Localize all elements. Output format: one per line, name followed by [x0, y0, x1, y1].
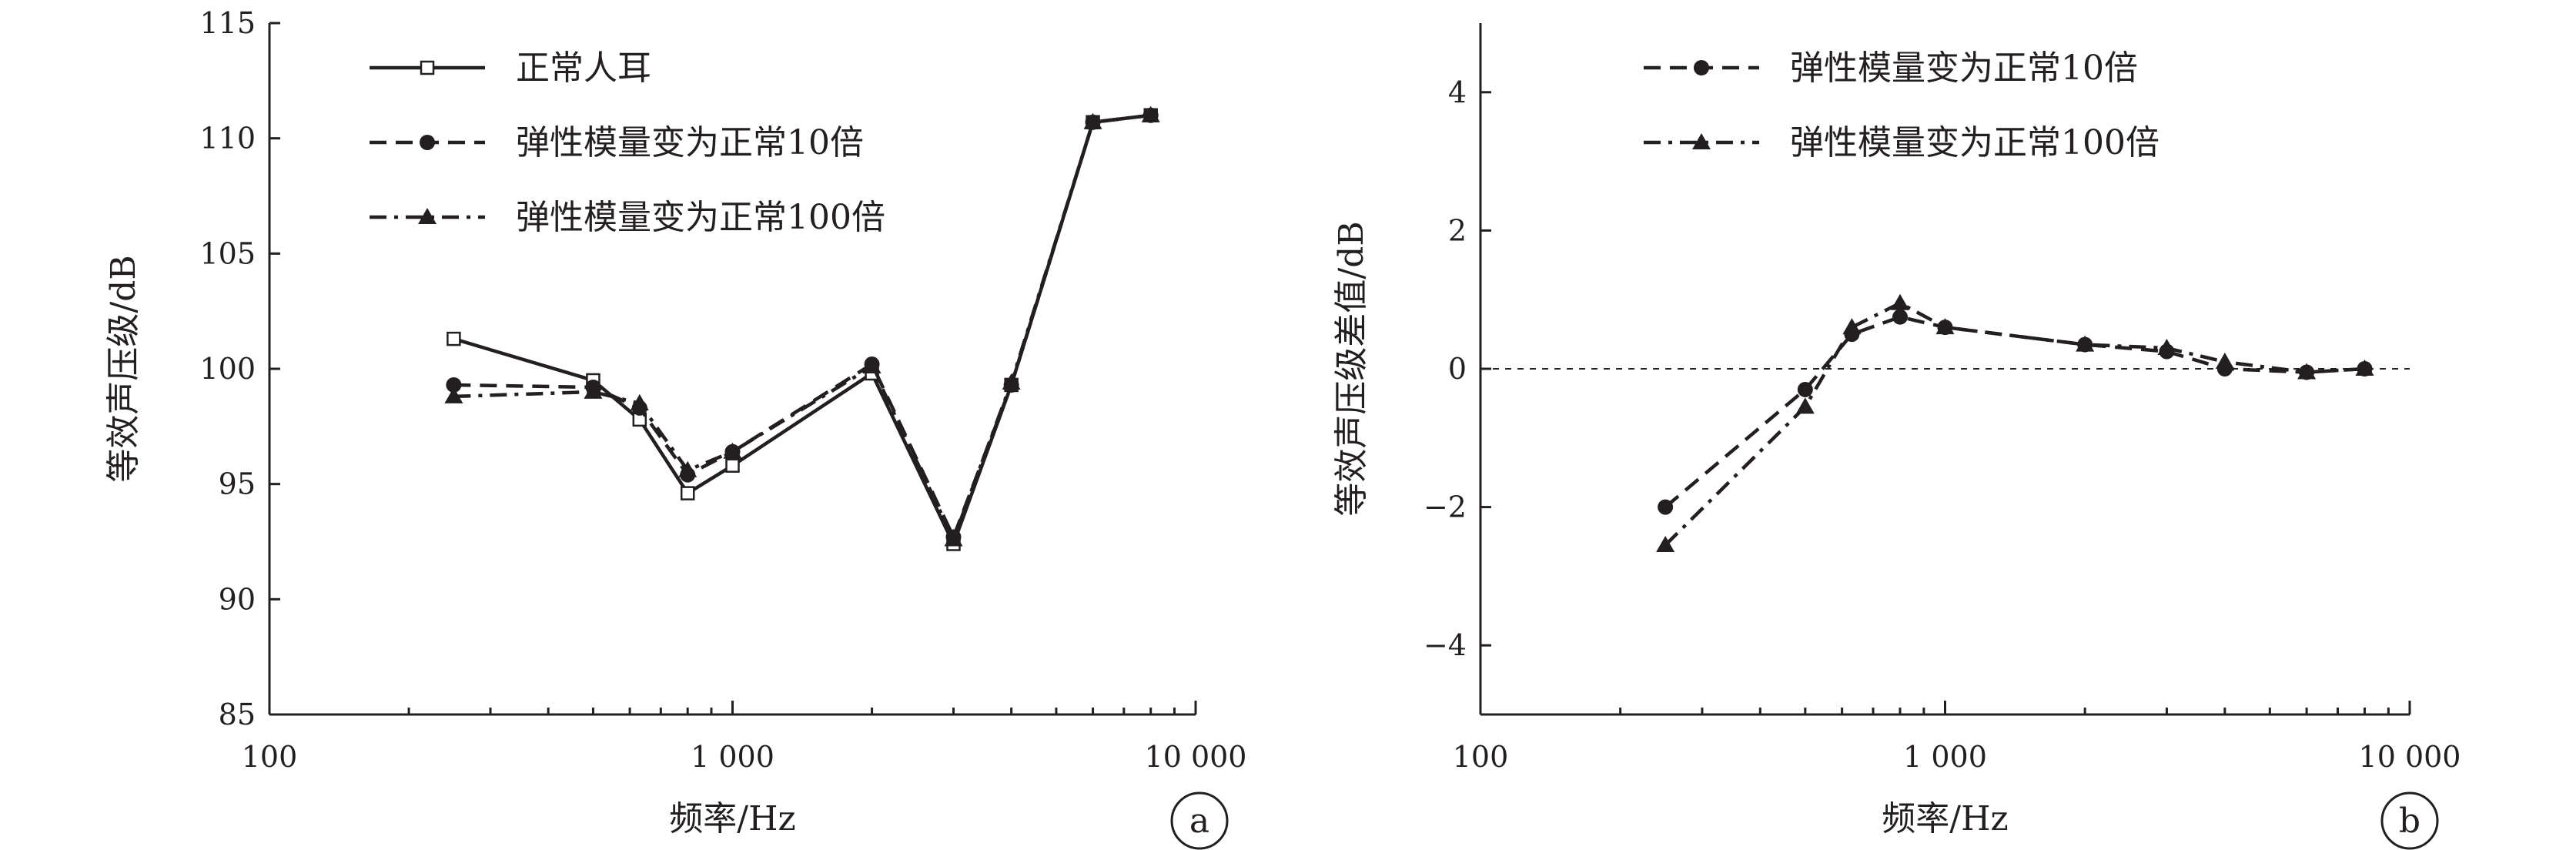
y-tick-label: 85 [219, 698, 256, 731]
x-tick-label: 1 000 [691, 740, 774, 774]
y-tick-label: 90 [219, 582, 256, 616]
panel-label-circle [1170, 791, 1229, 850]
data-point [862, 357, 882, 374]
data-point [1083, 112, 1102, 129]
y-tick-label: 115 [199, 6, 256, 40]
data-point [1891, 293, 1910, 310]
data-point [1002, 373, 1021, 390]
series-line-1 [453, 113, 1151, 549]
data-point [2355, 360, 2374, 376]
series-line-2 [453, 113, 1151, 542]
legend-marker [420, 135, 435, 150]
data-point [2076, 335, 2095, 352]
series-3 [444, 105, 1160, 547]
y-tick-label: 100 [199, 352, 256, 386]
legend-marker [1692, 133, 1711, 149]
data-point [1658, 499, 1674, 515]
legend-marker [420, 60, 435, 75]
y-tick-label: 95 [219, 467, 256, 501]
x-tick-label: 100 [1453, 740, 1509, 774]
legend-entry-3: 弹性模量变为正常100倍 [370, 198, 885, 237]
y-tick-label: −2 [1423, 490, 1467, 524]
data-point [723, 442, 742, 459]
data-point [2215, 353, 2234, 370]
panel-b: −4 −2 0 2 4 100 1 000 10 000 频率/Hz 等效声压级差值/dB b 弹性模… [1332, 23, 2461, 850]
data-point [678, 460, 698, 477]
panel-label: a [1189, 801, 1209, 841]
series-line-3 [453, 113, 1151, 544]
data-point [1141, 105, 1160, 122]
y-tick-label: 105 [199, 236, 256, 270]
data-point [630, 393, 649, 410]
legend-label: 弹性模量变为正常10倍 [1790, 49, 2138, 88]
series-2 [1656, 293, 2374, 552]
x-axis-label: 频率/Hz [669, 799, 795, 838]
x-tick-label: 1 000 [1903, 740, 1987, 774]
data-point [2297, 363, 2317, 380]
legend-label: 弹性模量变为正常10倍 [516, 123, 864, 162]
legend-entry-2: 弹性模量变为正常10倍 [370, 123, 864, 162]
data-point [1935, 318, 1955, 335]
panel-label: b [2399, 801, 2420, 841]
x-tick-label: 100 [242, 740, 298, 774]
series-line-2 [1664, 301, 2365, 547]
y-tick-label: 110 [199, 122, 256, 156]
y-tick-label: 2 [1448, 213, 1467, 247]
legend-label: 弹性模量变为正常100倍 [516, 198, 885, 237]
data-point [1656, 535, 1675, 552]
legend-entry-1: 弹性模量变为正常10倍 [1644, 49, 2138, 88]
legend-entry-1: 正常人耳 [370, 49, 651, 88]
y-tick-label: 0 [1448, 352, 1467, 386]
data-point [1892, 309, 1909, 325]
panel-a: 85 90 95 100 105 110 115 100 1 000 10 000 频率/Hz 等效声… [104, 6, 1247, 850]
data-point [2157, 339, 2176, 356]
series-1 [1658, 309, 2373, 515]
data-point [944, 530, 963, 547]
x-axis-label: 频率/Hz [1882, 799, 2008, 838]
data-point [680, 486, 695, 500]
data-point [444, 387, 463, 403]
y-axis-label: 等效声压级/dB [104, 255, 143, 482]
x-tick-label: 10 000 [1145, 740, 1247, 774]
series-line-1 [1664, 315, 2365, 509]
series-1 [447, 108, 1158, 551]
legend-label: 正常人耳 [516, 49, 651, 88]
legend-label: 弹性模量变为正常100倍 [1790, 123, 2159, 162]
y-tick-label: −4 [1423, 628, 1467, 662]
data-point [1842, 318, 1862, 335]
x-tick-label: 10 000 [2359, 740, 2461, 774]
y-tick-label: 4 [1448, 75, 1467, 109]
series-2 [446, 107, 1159, 545]
data-point [725, 458, 740, 473]
data-point [446, 376, 462, 393]
data-point [1795, 397, 1815, 414]
legend-marker [418, 208, 437, 224]
legend-entry-2: 弹性模量变为正常100倍 [1644, 123, 2159, 162]
data-point [447, 331, 461, 346]
y-axis-label: 等效声压级差值/dB [1332, 221, 1371, 516]
data-point [584, 382, 603, 399]
panel-label-circle [2380, 791, 2439, 850]
legend-marker [1694, 60, 1709, 75]
data-point [1797, 381, 1813, 397]
